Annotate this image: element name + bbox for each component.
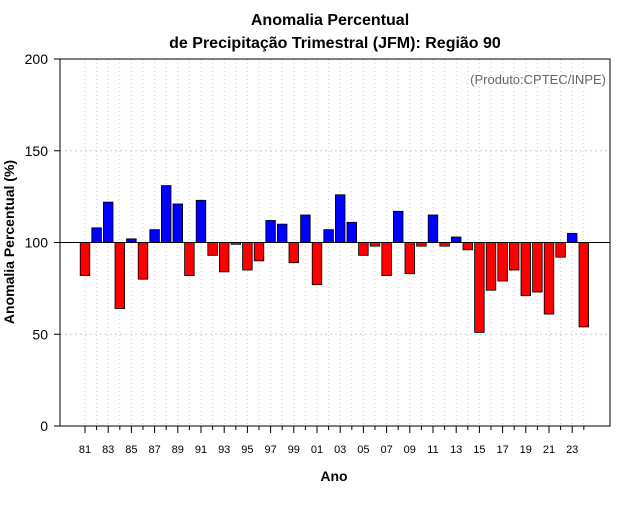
x-tick-label: 03: [334, 444, 346, 456]
bar-01: [311, 242, 323, 286]
bar-18: [508, 242, 520, 271]
source-annotation: (Produto:CPTEC/INPE): [470, 72, 606, 87]
x-tick-label: 99: [288, 444, 300, 456]
bar-06: [369, 242, 381, 247]
y-tick-label: 0: [40, 418, 48, 434]
x-tick-label: 87: [148, 444, 160, 456]
x-tick-label: 83: [102, 444, 114, 456]
x-tick-label: 01: [311, 444, 323, 456]
bar-08: [392, 210, 404, 243]
x-tick-label: 21: [543, 444, 555, 456]
y-tick-label: 50: [32, 326, 48, 342]
bar-20: [532, 242, 543, 293]
bar-05: [358, 242, 369, 256]
x-tick-label: 93: [218, 444, 230, 456]
y-tick-label: 200: [25, 51, 49, 67]
bar-81: [79, 242, 91, 276]
chart-title-line2: de Precipitação Trimestral (JFM): Região…: [169, 35, 501, 52]
x-tick-label: 23: [566, 444, 578, 456]
x-tick-label: 09: [404, 444, 416, 456]
chart-title-line1: Anomalia Percentual: [251, 12, 409, 29]
bar-16: [485, 242, 497, 291]
bar-03: [334, 194, 346, 243]
bar-10: [416, 242, 427, 247]
bar-86: [137, 242, 149, 280]
x-tick-label: 95: [241, 444, 253, 456]
bar-82: [91, 227, 102, 243]
bar-93: [218, 242, 230, 273]
bar-17: [497, 242, 508, 282]
bar-11: [427, 214, 439, 243]
x-tick-label: 05: [357, 444, 369, 456]
bar-21: [543, 242, 555, 315]
y-axis-label: Anomalia Percentual (%): [1, 160, 17, 324]
bar-19: [520, 242, 532, 297]
x-tick-label: 15: [473, 444, 485, 456]
bar-96: [253, 242, 265, 262]
bar-87: [149, 229, 160, 243]
x-tick-label: 17: [496, 444, 508, 456]
x-tick-label: 07: [380, 444, 392, 456]
y-tick-label: 100: [25, 235, 49, 251]
bars-layer: [79, 185, 590, 333]
bar-84: [114, 242, 126, 309]
x-tick-label: 19: [520, 444, 532, 456]
x-tick-label: 13: [450, 444, 462, 456]
x-tick-label: 97: [264, 444, 276, 456]
bar-24: [578, 242, 590, 328]
y-tick-label: 150: [25, 143, 49, 159]
x-tick-label: 85: [125, 444, 137, 456]
bar-12: [439, 242, 450, 247]
x-tick-label: 91: [195, 444, 207, 456]
bar-98: [276, 223, 288, 243]
bar-04: [346, 221, 358, 243]
x-axis-label: Ano: [320, 468, 347, 484]
bar-13: [450, 236, 462, 243]
bar-07: [381, 242, 392, 276]
bar-91: [195, 199, 207, 243]
bar-00: [300, 214, 311, 243]
bar-23: [567, 232, 578, 243]
bar-02: [323, 229, 334, 243]
bar-89: [172, 203, 184, 243]
bar-95: [242, 242, 253, 271]
bar-88: [160, 185, 172, 243]
bar-90: [184, 242, 195, 276]
bar-85: [126, 238, 137, 243]
bar-14: [462, 242, 474, 251]
bar-22: [555, 242, 566, 258]
bar-99: [288, 242, 300, 264]
bar-15: [474, 242, 485, 333]
bar-09: [404, 242, 416, 275]
x-tick-label: 11: [427, 444, 438, 456]
x-tick-label: 89: [172, 444, 184, 456]
bar-92: [207, 242, 218, 256]
x-tick-label: 81: [79, 444, 91, 456]
bar-97: [265, 220, 276, 243]
axis-layer: 0 50 100 150 200 81 83 85 87 89 91 93 95 97 99 01 03 05 07…: [25, 51, 585, 456]
bar-83: [103, 201, 114, 243]
